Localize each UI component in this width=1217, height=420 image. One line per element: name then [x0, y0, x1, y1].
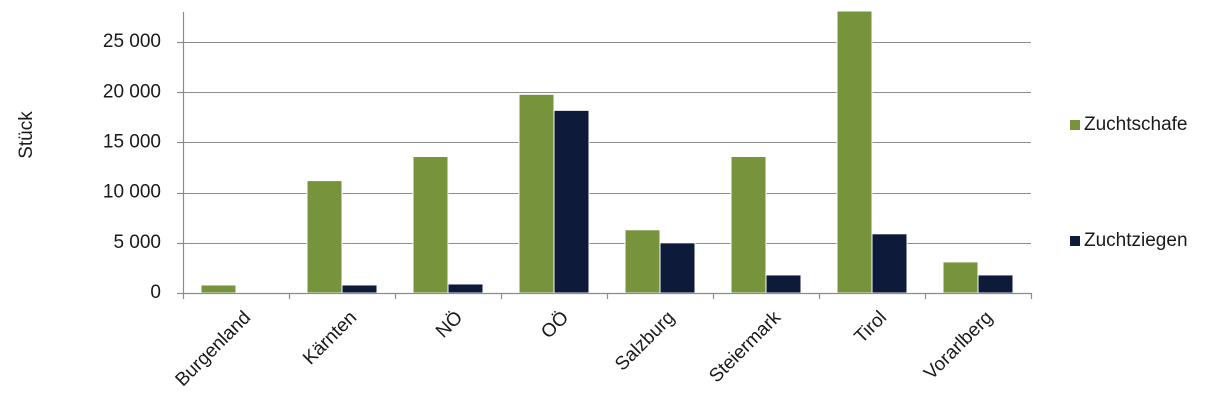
bar-zuchtschafe-steiermark [730, 156, 767, 294]
bar-zuchtziegen-nö [447, 283, 484, 294]
legend-swatch [1070, 120, 1080, 130]
bar-zuchtziegen-oö [553, 109, 590, 294]
y-tick-label: 10 000 [103, 182, 161, 203]
bar-zuchtziegen-vorarlberg [977, 274, 1014, 294]
y-tick-label: 0 [150, 282, 161, 303]
y-tick-label: 5 000 [113, 232, 161, 253]
bar-zuchtziegen-steiermark [765, 274, 802, 294]
bar-zuchtschafe-kärnten [306, 180, 343, 294]
legend-item-zuchtschafe: Zuchtschafe [1070, 114, 1188, 135]
x-category-label: NÖ [432, 307, 467, 342]
bar-zuchtschafe-salzburg [624, 229, 661, 294]
y-axis-title: Stück [16, 111, 37, 159]
x-category-label: OÖ [537, 307, 573, 343]
bar-zuchtschafe-burgenland [200, 284, 237, 294]
x-category-label: Burgenland [171, 307, 255, 391]
bar-zuchtziegen-salzburg [659, 242, 696, 294]
y-tick-label: 15 000 [103, 131, 161, 152]
legend-label: Zuchtziegen [1084, 230, 1188, 251]
y-tick-labels: 0 5 000 10 000 15 000 20 000 25 000 [103, 31, 161, 303]
bar-zuchtziegen-kärnten [341, 284, 378, 294]
bar-zuchtschafe-nö [412, 156, 449, 294]
legend-label: Zuchtschafe [1084, 114, 1188, 135]
bar-zuchtziegen-tirol [871, 233, 908, 294]
x-category-label: Salzburg [611, 307, 679, 375]
x-category-label: Kärnten [299, 307, 361, 369]
legend-item-zuchtziegen: Zuchtziegen [1070, 230, 1188, 251]
legend-swatch [1070, 236, 1080, 246]
bar-zuchtschafe-tirol [836, 10, 873, 294]
axes [177, 12, 1033, 299]
x-category-label: Tirol [851, 307, 891, 347]
y-tick-label: 20 000 [103, 81, 161, 102]
bar-zuchtschafe-vorarlberg [942, 261, 979, 294]
x-category-label: Steiermark [705, 307, 785, 387]
x-category-labels: Burgenland Kärnten NÖ OÖ Salzburg Steiermark T… [171, 307, 997, 391]
y-tick-label: 25 000 [103, 31, 161, 52]
bars [200, 10, 1014, 294]
x-category-label: Vorarlberg [920, 307, 997, 384]
legend: Zuchtschafe Zuchtziegen [1070, 114, 1188, 251]
bar-zuchtschafe-oö [518, 93, 555, 294]
